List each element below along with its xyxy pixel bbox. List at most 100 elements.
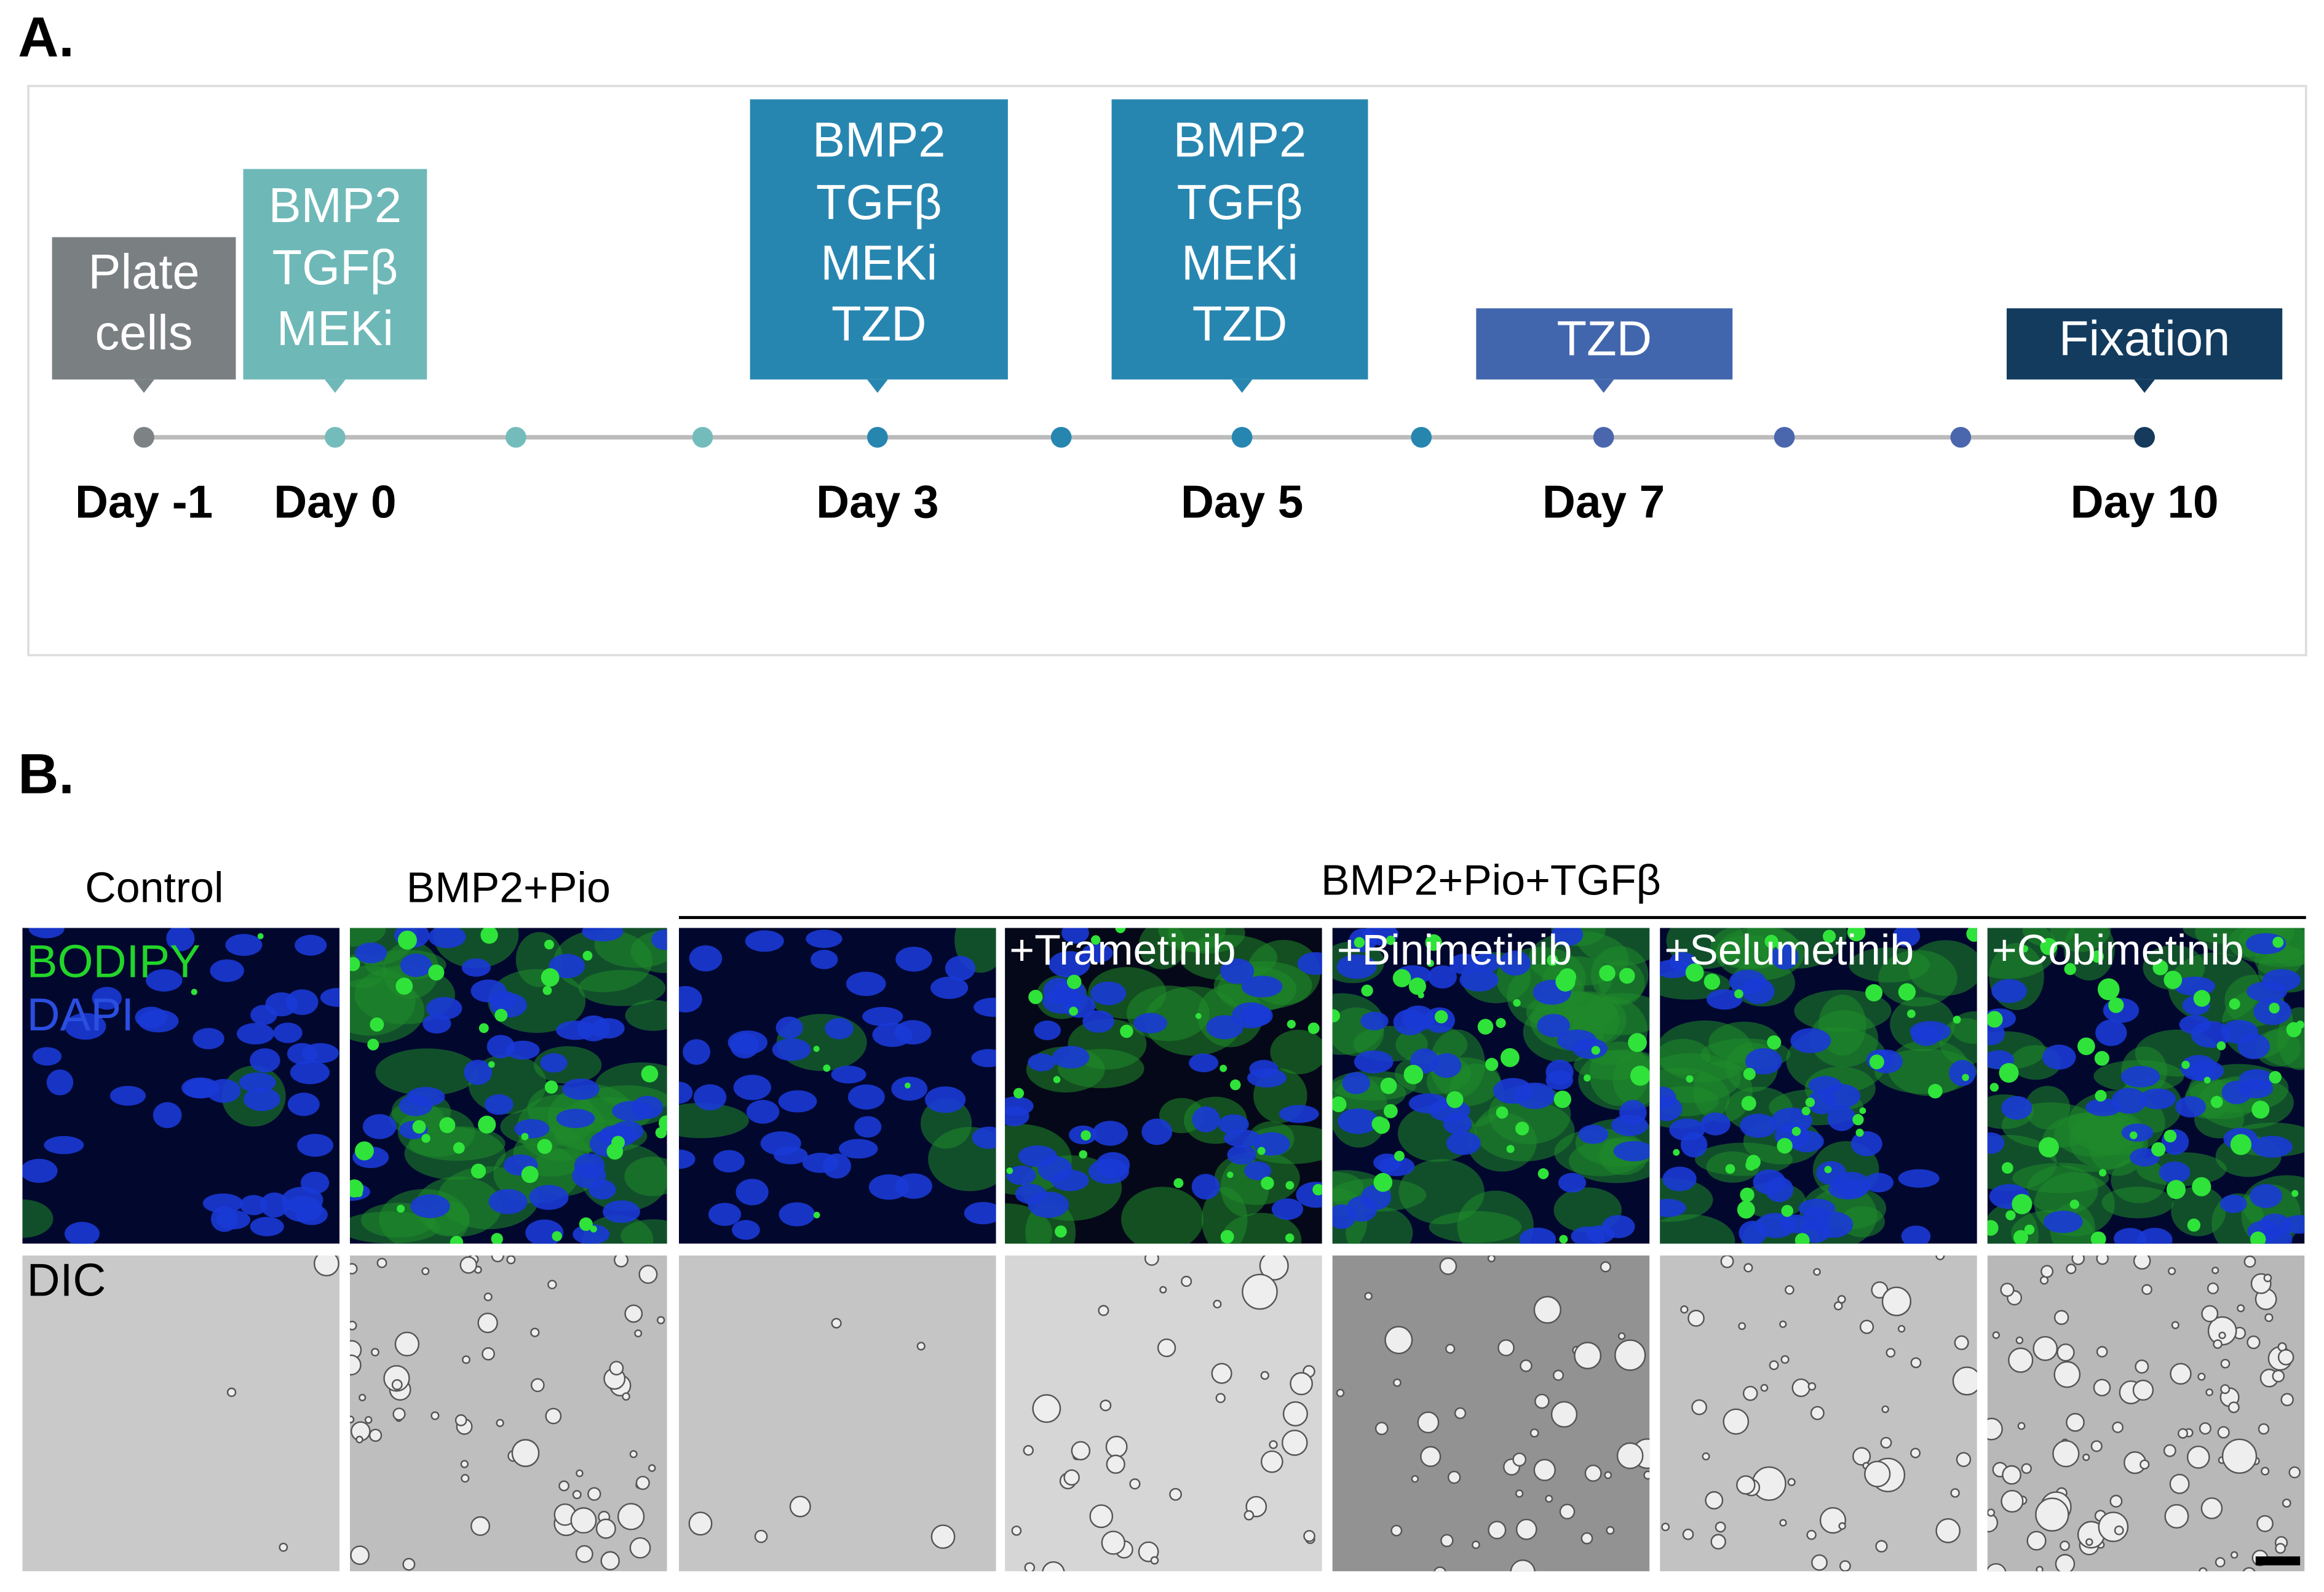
droplet bbox=[1534, 1393, 1550, 1409]
lipid-droplet bbox=[1591, 1046, 1600, 1055]
nucleus bbox=[2001, 1096, 2033, 1120]
droplet bbox=[2001, 1489, 2024, 1513]
droplet bbox=[511, 1439, 540, 1467]
nucleus bbox=[2180, 1055, 2217, 1081]
lipid-droplet bbox=[1485, 1057, 1499, 1071]
lipid-droplet bbox=[1386, 935, 1396, 945]
nucleus bbox=[678, 1149, 696, 1169]
droplet bbox=[2033, 1335, 2058, 1361]
lipid-droplet bbox=[2152, 960, 2168, 976]
nucleus bbox=[250, 1048, 280, 1073]
lipid-droplet bbox=[2064, 963, 2076, 976]
droplet bbox=[2282, 1498, 2291, 1508]
droplet bbox=[916, 1342, 926, 1351]
droplet bbox=[1710, 1534, 1726, 1550]
timeline-dot bbox=[325, 426, 346, 448]
lipid-droplet bbox=[2099, 1169, 2107, 1177]
lipid-droplet bbox=[2040, 937, 2058, 955]
nucleus bbox=[2251, 1136, 2293, 1158]
droplet bbox=[570, 1507, 597, 1534]
droplet bbox=[2168, 1267, 2176, 1275]
nucleus bbox=[287, 1043, 317, 1065]
droplet bbox=[1533, 1295, 1561, 1324]
droplet bbox=[1935, 1518, 1961, 1543]
lipid-droplet bbox=[1361, 984, 1373, 997]
nucleus bbox=[779, 1202, 815, 1227]
cytoplasm bbox=[1159, 1097, 1205, 1134]
nucleus bbox=[1220, 958, 1255, 984]
lipid-droplet bbox=[1953, 1016, 1961, 1024]
lipid-droplet bbox=[1685, 963, 1704, 982]
event-text: TGFβ bbox=[272, 240, 399, 295]
droplet bbox=[575, 1545, 593, 1563]
lipid-droplet bbox=[1686, 1075, 1694, 1083]
droplet bbox=[2082, 1454, 2090, 1462]
droplet bbox=[506, 1256, 516, 1265]
lipid-droplet bbox=[541, 968, 560, 987]
nucleus bbox=[1034, 1021, 1061, 1040]
droplet bbox=[634, 1329, 643, 1338]
nucleus bbox=[974, 997, 996, 1017]
cytoplasm bbox=[1270, 1029, 1322, 1075]
lipid-droplet bbox=[542, 985, 552, 995]
nucleus bbox=[1700, 1112, 1731, 1136]
droplet bbox=[462, 1355, 471, 1364]
droplet bbox=[1687, 1310, 1705, 1327]
nucleus bbox=[250, 1217, 284, 1236]
droplet bbox=[930, 1524, 956, 1549]
lipid-droplet bbox=[2229, 998, 2240, 1010]
droplet bbox=[371, 1348, 379, 1357]
lipid-droplet bbox=[1777, 1137, 1793, 1154]
lipid-droplet bbox=[2181, 1061, 2190, 1069]
nucleus bbox=[895, 946, 932, 972]
nucleus bbox=[1428, 965, 1457, 989]
lipid-droplet bbox=[2005, 1210, 2016, 1220]
droplet bbox=[1910, 1447, 1921, 1459]
droplet bbox=[1910, 1357, 1922, 1369]
lipid-droplet bbox=[1496, 1106, 1509, 1119]
nucleus bbox=[1740, 1113, 1777, 1138]
dic-image bbox=[349, 1256, 667, 1572]
droplet bbox=[496, 1419, 504, 1427]
lipid-droplet bbox=[2021, 945, 2028, 953]
nucleus bbox=[1028, 1192, 1069, 1218]
droplet bbox=[2053, 1361, 2081, 1388]
droplet bbox=[2264, 1313, 2274, 1323]
lipid-droplet bbox=[1028, 990, 1043, 1005]
nucleus bbox=[1141, 1118, 1173, 1145]
nucleus bbox=[2175, 1096, 2206, 1118]
droplet bbox=[1106, 1454, 1125, 1474]
nucleus bbox=[46, 1069, 74, 1096]
nucleus bbox=[428, 928, 466, 949]
event-box bbox=[52, 237, 236, 380]
event-text: TZD bbox=[831, 297, 927, 351]
droplet bbox=[754, 1529, 768, 1543]
nucleus bbox=[1864, 1172, 1894, 1193]
droplet bbox=[1071, 1441, 1091, 1461]
cytoplasm bbox=[1849, 947, 1930, 983]
nucleus bbox=[362, 1114, 397, 1139]
event-text: BMP2 bbox=[812, 113, 946, 167]
droplet bbox=[1100, 1399, 1112, 1412]
droplet bbox=[1411, 1475, 1419, 1483]
event-pointer bbox=[325, 379, 346, 393]
droplet bbox=[1584, 1464, 1602, 1482]
lipid-droplet bbox=[823, 1064, 831, 1072]
fluorescence-image bbox=[349, 928, 667, 1244]
lipid-droplet bbox=[2286, 1022, 2302, 1038]
lipid-droplet bbox=[2069, 1200, 2079, 1209]
lipid-droplet bbox=[590, 1225, 597, 1233]
droplet bbox=[1011, 1526, 1022, 1536]
nucleus bbox=[1092, 1120, 1128, 1146]
droplet bbox=[2247, 1335, 2261, 1350]
lipid-droplet bbox=[1703, 973, 1721, 990]
event-box bbox=[1111, 99, 1368, 380]
droplet bbox=[2243, 1256, 2256, 1268]
lipid-droplet bbox=[1547, 954, 1558, 966]
nucleus bbox=[1601, 1215, 1635, 1238]
droplet bbox=[1559, 1503, 1576, 1520]
lipid-droplet bbox=[1599, 965, 1616, 982]
droplet bbox=[2140, 1459, 2150, 1470]
timeline-dot bbox=[133, 426, 154, 448]
nucleus bbox=[1189, 1053, 1219, 1073]
